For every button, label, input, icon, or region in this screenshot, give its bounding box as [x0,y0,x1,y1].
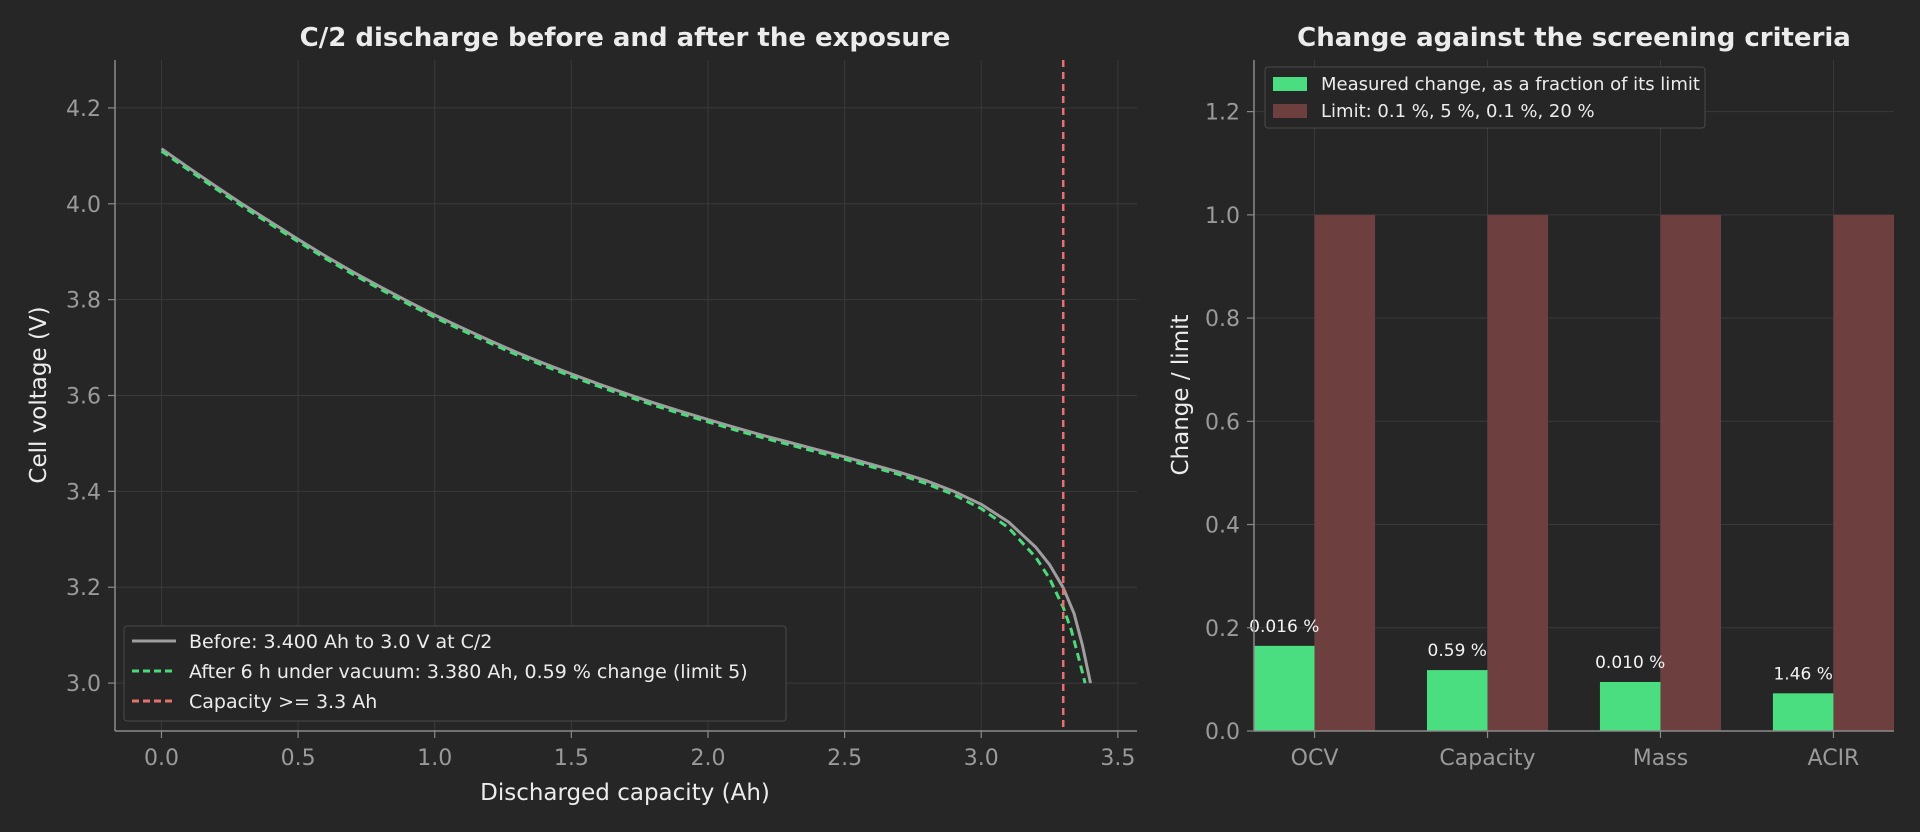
bar-limit-mass [1660,214,1722,731]
bar-measured-ocv [1254,645,1315,731]
right-category-label: Mass [1633,746,1688,771]
left-y-tick-label: 3.4 [66,480,101,505]
legend-swatch-measured [1273,77,1307,91]
bar-value-label: 0.010 % [1595,653,1665,673]
left-ticks: 0.0 0.5 1.0 1.5 2.0 2.5 3.0 3.5 3.0 3.2 3.4 3.6 3.8 4… [66,97,1135,771]
right-axes [1253,60,1894,732]
right-legend-box [1264,66,1706,129]
left-y-tick-label: 4.0 [66,193,101,218]
bar-measured-capacity [1426,670,1488,731]
right-bars: 0.016 % 0.59 % 0.010 % 1.46 % [1249,214,1894,731]
legend-label-capacity-limit: Capacity >= 3.3 Ah [189,691,377,713]
left-chart-title: C/2 discharge before and after the expos… [300,23,951,53]
right-category-label: Capacity [1439,746,1535,771]
legend-swatch-limit [1273,104,1307,118]
left-x-tick-label: 1.0 [417,746,452,771]
right-category-label: ACIR [1808,746,1860,771]
bar-limit-capacity [1487,214,1549,731]
screening-criteria-panel: 0.016 %0.59 %0.010 %1.46 % 0.00.20.40.60… [1168,23,1894,771]
right-ticks: 0.0 0.2 0.4 0.6 0.8 1.0 1.2 OCV Capacity Mass ACIR [1205,101,1859,771]
left-x-tick-label: 0.0 [144,746,179,771]
right-category-label: OCV [1291,746,1339,771]
bar-value-label: 0.016 % [1249,617,1319,637]
left-y-tick-label: 3.6 [66,385,101,410]
right-y-tick-label: 0.4 [1205,514,1240,539]
legend-label-after: After 6 h under vacuum: 3.380 Ah, 0.59 %… [189,661,748,683]
right-y-tick-label: 0.2 [1205,617,1240,642]
left-legend: Before: 3.400 Ah to 3.0 V at C/2 After 6… [123,625,787,722]
right-legend: Measured change, as a fraction of its li… [1264,66,1706,129]
legend-label-before: Before: 3.400 Ah to 3.0 V at C/2 [189,631,492,653]
legend-label-measured: Measured change, as a fraction of its li… [1321,74,1700,95]
right-y-axis-label: Change / limit [1168,314,1194,475]
left-y-axis-label: Cell voltage (V) [26,306,52,483]
left-grid [115,60,1137,731]
bar-value-label: 1.46 % [1773,664,1832,684]
legend-label-limit: Limit: 0.1 %, 5 %, 0.1 %, 20 % [1321,101,1595,122]
right-y-tick-label: 0.0 [1205,720,1240,745]
bar-measured-acir [1772,693,1834,731]
left-x-tick-label: 3.0 [964,746,999,771]
left-x-tick-label: 0.5 [281,746,316,771]
left-y-tick-label: 3.2 [66,576,101,601]
left-x-tick-label: 3.5 [1100,746,1135,771]
right-y-tick-label: 1.0 [1205,204,1240,229]
right-chart-title: Change against the screening criteria [1297,23,1851,53]
left-x-tick-label: 2.5 [827,746,862,771]
left-y-tick-label: 3.8 [66,289,101,314]
left-y-tick-label: 4.2 [66,97,101,122]
bar-value-label: 0.59 % [1428,641,1487,661]
left-legend-box [123,625,787,722]
left-x-axis-label: Discharged capacity (Ah) [480,780,770,806]
bar-limit-acir [1833,214,1894,731]
series-line-before [160,147,1092,684]
right-y-tick-label: 0.8 [1205,307,1240,332]
series-line-after [160,149,1087,684]
bar-limit-ocv [1314,214,1376,731]
left-y-tick-label: 3.0 [66,672,101,697]
left-x-tick-label: 2.0 [690,746,725,771]
bar-measured-mass [1599,681,1661,731]
left-series [160,60,1092,731]
discharge-curve-panel: 0.0 0.5 1.0 1.5 2.0 2.5 3.0 3.5 3.0 3.2 3.4 3.6 3.8 4… [26,23,1137,806]
left-x-tick-label: 1.5 [554,746,589,771]
right-y-tick-label: 0.6 [1205,410,1240,435]
right-y-tick-label: 1.2 [1205,101,1240,126]
